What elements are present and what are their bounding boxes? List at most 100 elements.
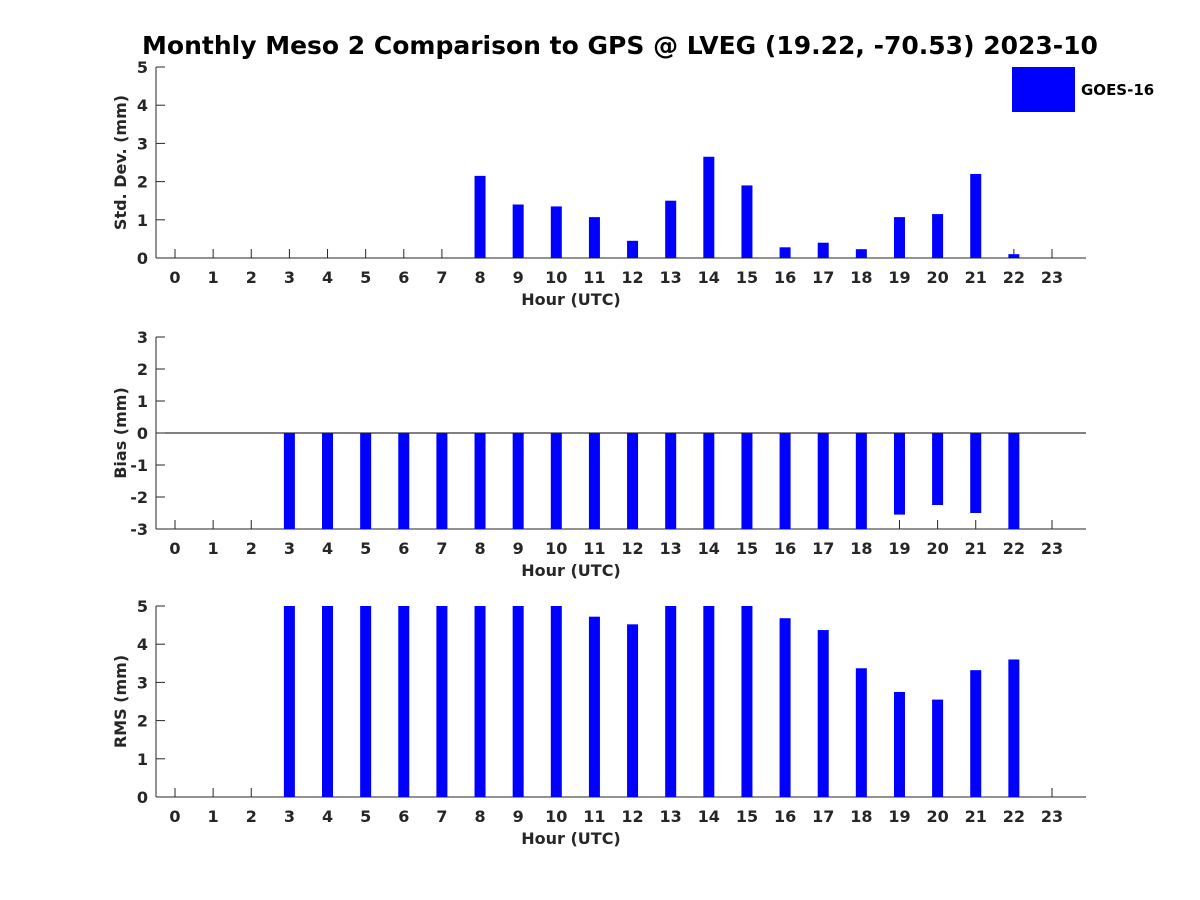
rms-bar [398,606,410,797]
bias-bar [474,433,486,529]
bias-x-tick-label: 16 [774,539,796,558]
bias-bar [436,433,448,529]
legend-label: GOES-16 [1081,81,1154,99]
bias-bar [893,433,905,515]
bias-bar [779,433,791,529]
rms-bar [932,699,944,797]
std-dev-x-tick-label: 6 [398,268,409,287]
bias-y-tick-label: -3 [130,520,148,539]
bias-bar [512,433,524,529]
bias-bar [970,433,982,513]
legend: GOES-16 [1012,67,1154,112]
bias-bar [588,433,600,529]
bias-y-tick-label: -2 [130,488,148,507]
std-dev-bar [893,217,905,258]
std-dev-x-tick-label: 15 [736,268,758,287]
std-dev-bar [550,206,562,258]
rms-y-tick-label: 4 [137,635,148,654]
std-dev-y-tick-label: 2 [137,173,148,192]
rms-x-tick-label: 7 [436,807,447,826]
std-dev-x-tick-label: 14 [698,268,720,287]
std-dev-bar [1008,254,1020,258]
bias-y-tick-label: 1 [137,392,148,411]
bias-y-tick-label: 2 [137,360,148,379]
rms-x-tick-label: 4 [322,807,333,826]
rms-bar [436,606,448,797]
rms-x-tick-label: 6 [398,807,409,826]
bias-x-tick-label: 3 [284,539,295,558]
bias-x-tick-label: 5 [360,539,371,558]
rms-x-tick-label: 14 [698,807,720,826]
std-dev-x-tick-label: 1 [208,268,219,287]
rms-bar [627,624,639,797]
rms-bar [817,630,829,797]
bias-x-tick-label: 23 [1041,539,1063,558]
bias-bar [665,433,677,529]
std-dev-x-tick-label: 0 [169,268,180,287]
rms-x-tick-label: 9 [513,807,524,826]
rms-bar [855,668,867,797]
bias-x-tick-label: 12 [621,539,643,558]
rms-x-tick-label: 8 [474,807,485,826]
std-dev-bar [474,175,486,258]
rms-bar [474,606,486,797]
bias-x-tick-label: 15 [736,539,758,558]
rms-x-tick-label: 2 [246,807,257,826]
bias-x-tick-label: 9 [513,539,524,558]
rms-bar [703,606,715,797]
std-dev-x-tick-label: 18 [850,268,872,287]
bias-y-axis-label: Bias (mm) [111,387,130,479]
std-dev-bar [588,217,600,258]
std-dev-x-tick-label: 12 [621,268,643,287]
std-dev-bar [741,185,753,258]
bias-x-tick-label: 22 [1003,539,1025,558]
rms-bar [741,606,753,797]
bias-bar [283,433,295,529]
rms-x-tick-label: 16 [774,807,796,826]
rms-x-tick-label: 23 [1041,807,1063,826]
rms-x-tick-label: 11 [583,807,605,826]
bias-x-tick-label: 1 [208,539,219,558]
rms-bar [779,618,791,797]
bias-x-tick-label: 10 [545,539,567,558]
std-dev-bar [703,156,715,258]
std-dev-x-tick-label: 10 [545,268,567,287]
std-dev-y-tick-label: 1 [137,211,148,230]
std-dev-bar [970,173,982,258]
rms-x-tick-label: 12 [621,807,643,826]
rms-bar [970,670,982,797]
std-dev-bar [817,242,829,258]
legend-swatch [1012,67,1075,112]
bias-bar [932,433,944,505]
std-dev-x-tick-label: 8 [474,268,485,287]
std-dev-x-tick-label: 2 [246,268,257,287]
std-dev-x-tick-label: 7 [436,268,447,287]
std-dev-x-tick-label: 11 [583,268,605,287]
bias-x-tick-label: 7 [436,539,447,558]
bias-x-tick-label: 0 [169,539,180,558]
rms-x-tick-label: 20 [926,807,948,826]
rms-bar [360,606,372,797]
std-dev-bar [665,200,677,258]
bias-x-tick-label: 14 [698,539,720,558]
bias-x-tick-label: 18 [850,539,872,558]
rms-y-axis-label: RMS (mm) [111,655,130,748]
std-dev-bar [855,249,867,258]
rms-x-tick-label: 15 [736,807,758,826]
figure-title: Monthly Meso 2 Comparison to GPS @ LVEG … [142,31,1098,60]
rms-bar [588,616,600,797]
std-dev-x-tick-label: 3 [284,268,295,287]
bias-x-axis-label: Hour (UTC) [521,561,621,580]
std-dev-y-tick-label: 0 [137,249,148,268]
std-dev-bar [932,214,944,258]
std-dev-y-axis-label: Std. Dev. (mm) [111,95,130,230]
bias-y-tick-label: 0 [137,424,148,443]
rms-bar [550,606,562,797]
rms-y-tick-label: 2 [137,712,148,731]
bias-x-tick-label: 2 [246,539,257,558]
bias-x-tick-label: 20 [926,539,948,558]
bias-bar [322,433,334,529]
rms-y-tick-label: 3 [137,673,148,692]
std-dev-bar [627,240,639,258]
